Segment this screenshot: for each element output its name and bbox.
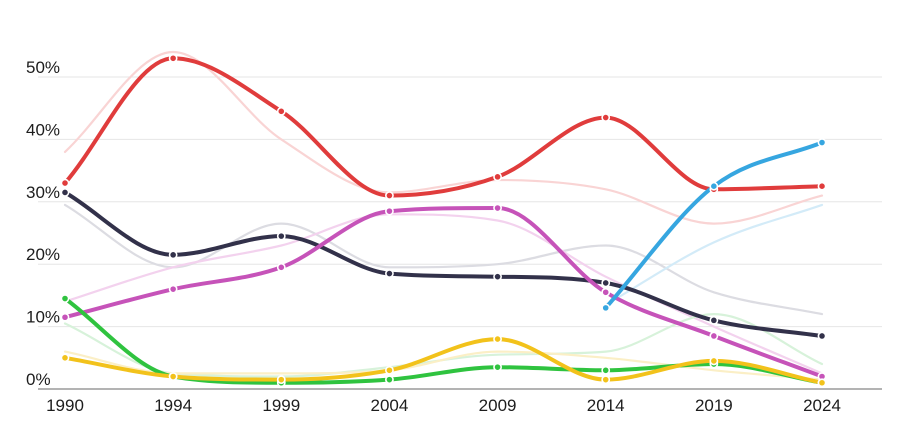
y-tick-label: 50% xyxy=(26,58,60,77)
data-point xyxy=(817,378,827,388)
data-point xyxy=(168,372,178,381)
y-tick-label: 30% xyxy=(26,183,60,202)
data-point xyxy=(817,181,827,191)
data-point xyxy=(385,269,394,278)
series-line xyxy=(603,140,824,310)
data-point xyxy=(385,375,394,385)
y-tick-label: 10% xyxy=(26,308,60,327)
data-point xyxy=(709,356,719,366)
data-point xyxy=(709,181,719,191)
data-point xyxy=(493,172,502,182)
y-tick-label: 0% xyxy=(26,370,51,389)
series-lines xyxy=(63,56,824,385)
y-tick-label: 20% xyxy=(26,245,60,264)
faded-series-lines xyxy=(63,50,824,381)
y-axis-ticks: 0% 10% 20% 30% 40% 50% xyxy=(26,58,60,389)
data-point xyxy=(385,191,394,200)
data-point xyxy=(817,138,827,147)
data-point xyxy=(60,178,70,188)
x-tick-label: 2019 xyxy=(695,396,733,415)
data-point xyxy=(60,353,70,363)
x-tick-label: 2024 xyxy=(803,396,841,415)
data-point xyxy=(601,303,611,313)
faded-series-line xyxy=(63,350,824,381)
data-point xyxy=(276,375,286,385)
x-tick-label: 1999 xyxy=(262,396,300,415)
data-point xyxy=(493,203,502,213)
data-point xyxy=(601,278,611,288)
data-point xyxy=(60,294,70,303)
data-point xyxy=(168,250,178,260)
data-point xyxy=(168,284,178,294)
data-point xyxy=(60,312,70,322)
data-point xyxy=(817,331,827,341)
data-point xyxy=(709,315,719,325)
data-point xyxy=(601,287,611,297)
x-tick-label: 1990 xyxy=(46,396,84,415)
x-axis-ticks: 1990 1994 1999 2004 2009 2014 2019 2024 xyxy=(46,396,841,415)
data-point xyxy=(601,365,611,375)
y-tick-label: 40% xyxy=(26,120,60,139)
series-line xyxy=(63,190,824,338)
data-point xyxy=(276,231,286,241)
x-tick-label: 2009 xyxy=(479,396,517,415)
faded-series-line xyxy=(604,203,824,306)
series-line xyxy=(63,206,824,379)
data-point xyxy=(276,262,286,272)
x-tick-label: 1994 xyxy=(154,396,192,415)
data-point xyxy=(276,106,286,116)
series-points xyxy=(60,53,827,388)
faded-series-line xyxy=(63,50,824,225)
data-point xyxy=(60,188,70,197)
data-point xyxy=(601,375,611,385)
faded-series-line xyxy=(63,203,824,316)
data-point xyxy=(601,113,611,122)
data-point xyxy=(493,334,502,344)
data-point xyxy=(385,206,394,216)
data-point xyxy=(709,331,719,341)
data-point xyxy=(493,272,502,282)
faded-series-line xyxy=(63,213,824,375)
data-point xyxy=(493,362,502,372)
data-point xyxy=(385,365,394,375)
data-point xyxy=(168,53,178,63)
series-line xyxy=(63,56,824,198)
x-tick-label: 2014 xyxy=(587,396,625,415)
series-line xyxy=(63,337,824,385)
x-tick-label: 2004 xyxy=(371,396,409,415)
